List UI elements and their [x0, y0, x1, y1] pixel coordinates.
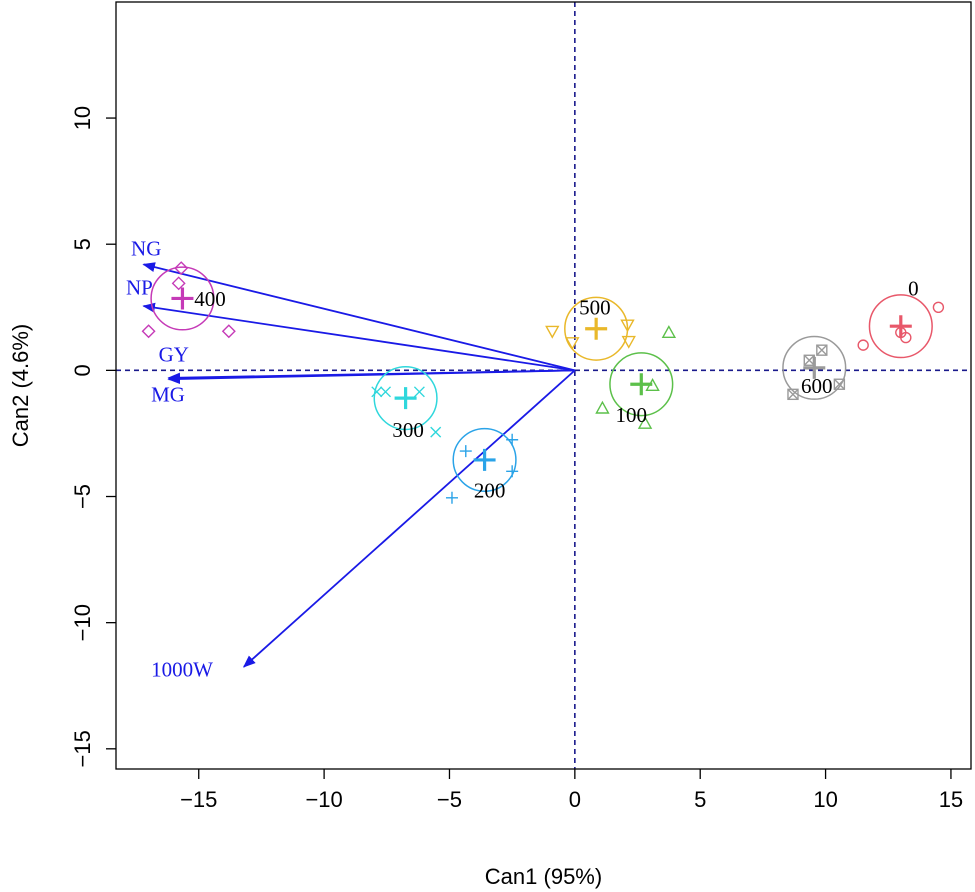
group-400-point — [174, 261, 189, 276]
group-500-point — [620, 319, 635, 333]
group-400-label: 400 — [194, 287, 226, 311]
group-100: 100 — [595, 325, 677, 429]
y-tick-label: −15 — [70, 730, 95, 767]
group-0: 0 — [857, 277, 945, 359]
vector-label-1000w: 1000W — [151, 658, 213, 682]
group-300-point — [430, 426, 442, 438]
group-300-label: 300 — [392, 418, 424, 442]
vector-label-ng: NG — [131, 236, 161, 260]
group-600-label: 600 — [801, 374, 833, 398]
x-tick-label: −10 — [305, 787, 342, 812]
group-200-point — [506, 433, 519, 446]
group-500-mean-marker — [585, 317, 608, 340]
group-500: 500 — [545, 296, 636, 361]
group-100-mean-marker — [630, 373, 653, 396]
x-tick-label: −5 — [437, 787, 462, 812]
group-600-point — [833, 378, 846, 390]
x-axis-title: Can1 (95%) — [485, 864, 602, 889]
plot-area-frame — [115, 1, 972, 770]
group-200-point — [445, 491, 458, 504]
group-400-mean-marker — [171, 287, 194, 310]
x-tick-label: −15 — [180, 787, 217, 812]
group-200-point — [506, 465, 519, 478]
group-0-point — [900, 331, 912, 344]
group-600-point — [816, 344, 828, 356]
group-100-label: 100 — [616, 403, 648, 427]
x-tick-label: 15 — [939, 787, 963, 812]
group-600-confidence-circle — [782, 335, 847, 400]
group-400-point — [141, 324, 156, 339]
group-0-label: 0 — [908, 277, 919, 301]
group-400-point — [171, 276, 186, 291]
vector-label-mg: MG — [151, 383, 185, 407]
x-tick-label: 5 — [694, 787, 706, 812]
group-200-mean-marker — [473, 448, 496, 471]
group-400-confidence-circle — [150, 266, 215, 331]
group-600-point-cross — [803, 354, 815, 366]
group-500-confidence-circle — [564, 296, 629, 361]
y-tick-label: 10 — [70, 106, 95, 130]
x-tick-label: 0 — [569, 787, 581, 812]
group-100-point — [595, 400, 610, 414]
vector-label-np: NP — [126, 275, 153, 299]
group-0-confidence-circle — [868, 294, 933, 359]
group-300: 300 — [371, 366, 442, 442]
group-400-point — [221, 324, 236, 339]
group-600-point-cross — [833, 378, 845, 390]
loading-vector-1000w — [242, 369, 576, 668]
group-500-label: 500 — [579, 296, 611, 320]
group-300-point — [413, 386, 425, 398]
y-axis-title: Can2 (4.6%) — [8, 324, 33, 448]
y-tick-label: 5 — [70, 238, 95, 250]
group-200: 200 — [445, 427, 519, 504]
group-300-point — [371, 386, 383, 398]
group-500-point — [565, 337, 580, 351]
loading-vector-mg — [167, 369, 575, 384]
group-600-mean-marker — [803, 356, 826, 379]
y-tick-label: −5 — [70, 484, 95, 509]
group-100-point — [637, 415, 653, 429]
vector-label-gy: GY — [159, 342, 189, 366]
group-0-point — [932, 301, 945, 313]
group-0-mean-marker — [889, 315, 912, 338]
group-600-point-cross — [787, 388, 799, 400]
group-600-point-cross — [816, 344, 828, 356]
group-0-point — [857, 339, 869, 351]
group-200-label: 200 — [474, 479, 506, 503]
loading-vector-ng — [142, 262, 576, 372]
group-300-mean-marker — [394, 387, 417, 410]
group-200-confidence-circle — [452, 427, 517, 493]
y-tick-label: 0 — [70, 364, 95, 376]
group-300-confidence-circle — [373, 366, 438, 431]
group-600: 600 — [782, 335, 847, 401]
group-100-point — [661, 325, 677, 339]
group-200-point — [459, 445, 472, 458]
group-100-confidence-circle — [609, 352, 674, 417]
group-500-point — [621, 335, 636, 349]
group-300-point — [380, 386, 392, 398]
group-500-point — [545, 325, 560, 339]
group-600-point — [787, 388, 799, 401]
x-tick-label: 10 — [813, 787, 837, 812]
loading-vector-np — [142, 302, 575, 372]
y-tick-label: −10 — [70, 604, 95, 641]
group-400: 400 — [141, 261, 236, 339]
